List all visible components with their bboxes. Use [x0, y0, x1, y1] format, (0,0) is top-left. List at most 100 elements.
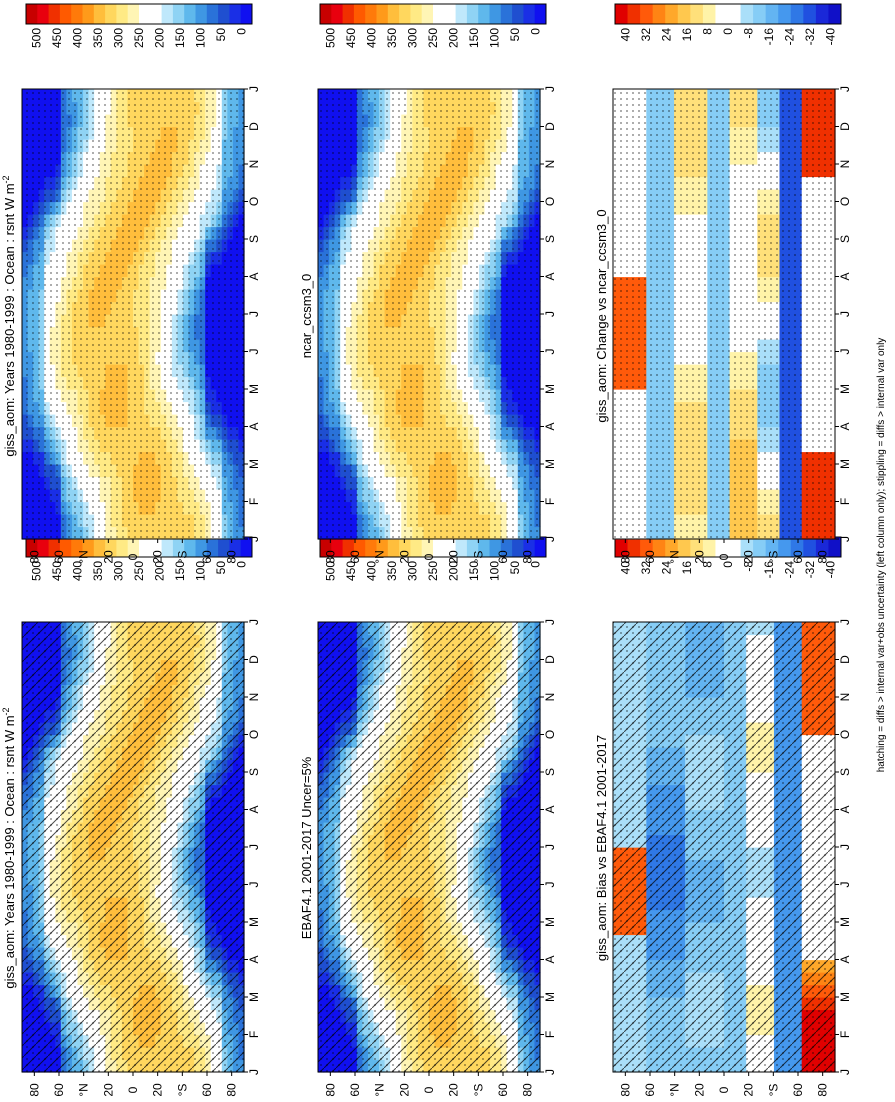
x-tick-label: O — [247, 197, 261, 206]
colorbar-tick-label: 100 — [194, 28, 208, 48]
colorbar-tick-label: 50 — [508, 561, 522, 575]
colorbar-tick-label: 400 — [70, 28, 84, 48]
colorbar-swatch — [229, 537, 242, 557]
colorbar-swatch — [320, 537, 332, 557]
colorbar-swatch — [116, 4, 129, 24]
colorbar-p3: 500 450 400 350 300 250 200 150 100 50 0 — [319, 536, 547, 581]
colorbar-swatch — [387, 537, 400, 557]
x-tick-label: M — [247, 992, 261, 1002]
colorbar-tick-label: 400 — [364, 561, 378, 581]
colorbar-tick-label: 300 — [111, 561, 125, 581]
x-tick-label: N — [247, 160, 261, 169]
x-tick-label: J — [247, 882, 261, 888]
x-tick-label: F — [543, 1031, 557, 1038]
x-tick-label: A — [247, 272, 261, 280]
y-tick-label: 60 — [496, 1083, 510, 1097]
colorbar-tick-label: 100 — [194, 561, 208, 581]
colorbar-swatch — [127, 537, 140, 557]
x-tick-label: A — [247, 422, 261, 430]
colorbar-tick-label: 300 — [405, 561, 419, 581]
colorbar-tick-label: 250 — [132, 28, 146, 48]
colorbar-swatch — [105, 537, 117, 557]
panel-title-superscript: -2 — [1, 175, 11, 183]
colorbar-swatch — [82, 537, 95, 557]
colorbar-swatch — [206, 537, 219, 557]
hatching-overlay — [318, 622, 540, 1072]
colorbar-swatch — [37, 4, 49, 24]
x-tick-label: A — [543, 805, 557, 813]
colorbar-swatch — [229, 4, 242, 24]
colorbar-tick-label: 100 — [488, 561, 502, 581]
colorbar-tick-label: 150 — [173, 561, 187, 581]
x-tick-label: J — [543, 844, 557, 850]
x-tick-label: A — [247, 805, 261, 813]
x-tick-label: S — [543, 768, 557, 776]
x-tick-label: O — [543, 730, 557, 739]
panel-title-superscript: -2 — [1, 707, 11, 715]
colorbar-tick-label: 450 — [50, 28, 64, 48]
colorbar-swatch — [161, 537, 174, 557]
colorbar-swatch — [218, 537, 230, 557]
y-tick-label: °N — [373, 1083, 387, 1096]
colorbar-swatch — [161, 4, 174, 24]
colorbar-swatch — [93, 4, 106, 24]
y-tick-label: °S — [175, 551, 189, 564]
y-tick-label: 80 — [521, 1083, 535, 1097]
x-tick-label: A — [247, 955, 261, 963]
x-tick-label: J — [247, 844, 261, 850]
colorbar-swatch — [59, 4, 72, 24]
x-tick-label: M — [543, 917, 557, 927]
colorbar-swatch — [150, 4, 162, 24]
x-tick-label: N — [543, 693, 557, 702]
y-tick-label: °S — [471, 1084, 485, 1097]
colorbar-swatch — [342, 537, 355, 557]
y-tick-label: 20 — [151, 1083, 165, 1097]
x-tick-label: J — [543, 619, 557, 625]
colorbar-swatch — [433, 537, 445, 557]
colorbar-swatch — [184, 4, 196, 24]
colorbar-swatch — [127, 4, 140, 24]
y-tick-label: 20 — [151, 550, 165, 564]
colorbar-swatch — [534, 537, 547, 557]
hatching-overlay — [22, 622, 244, 1072]
y-tick-label: °N — [77, 1083, 91, 1096]
colorbar-tick-label: 500 — [29, 561, 43, 581]
colorbar-swatch — [489, 537, 502, 557]
colorbar-swatch — [206, 4, 219, 24]
colorbar-swatch — [240, 4, 253, 24]
stippling-overlay — [22, 89, 244, 539]
colorbar-swatch — [523, 537, 536, 557]
colorbar-tick-label: 500 — [323, 561, 337, 581]
colorbar-tick-label: 200 — [447, 561, 461, 581]
colorbar-swatch — [421, 537, 434, 557]
colorbar-tick-label: 250 — [426, 561, 440, 581]
y-tick-label: 60 — [52, 550, 66, 564]
panel-title: giss_aom: Years 1980-1999 : Ocean : rsnt… — [1, 175, 17, 456]
colorbar-swatch — [105, 4, 117, 24]
x-tick-label: N — [247, 693, 261, 702]
colorbar-tick-label: 450 — [50, 561, 64, 581]
colorbar-swatch — [48, 537, 61, 557]
colorbar-swatch — [410, 537, 423, 557]
colorbar-swatch — [71, 537, 83, 557]
y-tick-label: 20 — [397, 1083, 411, 1097]
colorbar-tick-label: 500 — [29, 28, 43, 48]
x-tick-label: J — [247, 349, 261, 355]
x-tick-label: M — [247, 917, 261, 927]
colorbar-swatch — [37, 537, 49, 557]
colorbar-swatch — [500, 537, 513, 557]
x-tick-label: M — [247, 459, 261, 469]
colorbar-tick-label: 450 — [344, 561, 358, 581]
y-tick-label: 80 — [27, 550, 41, 564]
x-tick-label: F — [247, 498, 261, 505]
colorbar-swatch — [172, 537, 185, 557]
colorbar-swatch — [59, 537, 72, 557]
colorbar-swatch — [172, 4, 185, 24]
x-tick-label: D — [247, 122, 261, 131]
panel-title: EBAF4.1 2001-2017 Uncer=5% — [299, 756, 314, 939]
colorbar-tick-label: 200 — [153, 28, 167, 48]
colorbar-tick-label: 0 — [529, 561, 543, 568]
